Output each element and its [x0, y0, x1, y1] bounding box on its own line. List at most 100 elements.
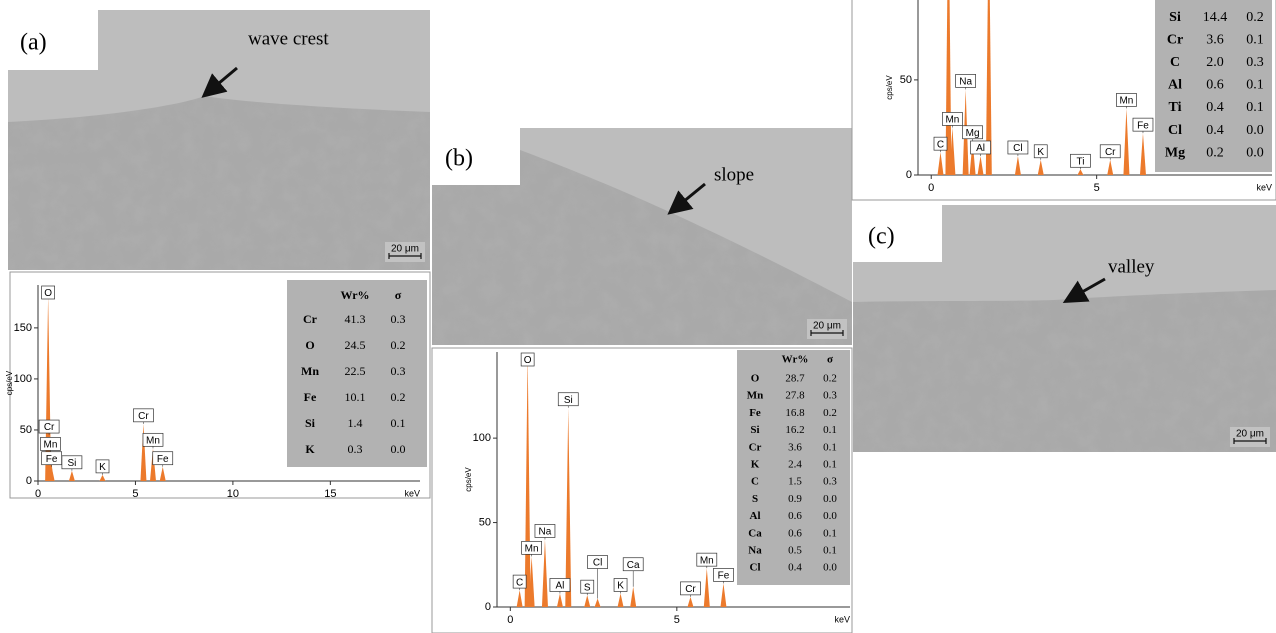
table-cell: Si — [1169, 10, 1181, 25]
table-cell: 0.5 — [788, 545, 802, 557]
table-cell: 0.1 — [391, 416, 406, 430]
table-cell: 0.3 — [823, 390, 837, 402]
table-cell: 0.2 — [1246, 10, 1264, 25]
table-cell: 16.2 — [785, 424, 804, 436]
table-cell: Cr — [303, 312, 318, 326]
table-cell: Al — [1168, 78, 1182, 93]
table-cell: Ca — [748, 527, 762, 539]
peak-label: Fe — [157, 454, 169, 465]
x-axis-label: keV — [1256, 182, 1272, 192]
table-header: Wr% — [340, 288, 369, 302]
peak-label: Fe — [1137, 120, 1149, 131]
table-cell: 41.3 — [345, 312, 366, 326]
panel: (a)wave crest20 μm050100150051015cps/eVk… — [5, 10, 430, 500]
y-tick-label: 50 — [900, 74, 912, 86]
table-cell: 0.4 — [1206, 123, 1224, 138]
table-cell: Al — [750, 510, 761, 522]
table-cell: 0.1 — [1246, 32, 1264, 47]
table-cell: 0.0 — [1246, 123, 1264, 138]
peak-label: Ca — [627, 560, 640, 571]
table-cell: Fe — [1168, 0, 1183, 2]
table-cell: 0.2 — [1206, 145, 1224, 160]
table-cell: O — [305, 338, 314, 352]
y-tick-label: 0 — [906, 169, 912, 181]
table-cell: 0.3 — [391, 364, 406, 378]
peak-label: Al — [555, 581, 564, 592]
peak-label: Fe — [718, 570, 730, 581]
table-cell: 0.0 — [1246, 145, 1264, 160]
table-cell: 0.3 — [348, 442, 363, 456]
table-cell: Cr — [1167, 32, 1183, 47]
label-box — [853, 205, 942, 262]
peak-label: K — [1037, 147, 1044, 158]
x-tick-label: 5 — [674, 614, 680, 626]
y-axis-label: cps/eV — [5, 370, 14, 395]
y-tick-label: 0 — [485, 601, 491, 613]
table-header: Wr% — [782, 354, 809, 366]
table-cell: 0.1 — [823, 441, 837, 453]
table-cell: 27.8 — [785, 390, 805, 402]
table-cell: K — [751, 459, 760, 471]
peak-label: Mg — [966, 128, 980, 139]
scale-bar-label: 20 μm — [391, 244, 419, 255]
table-cell: 2.4 — [788, 459, 802, 471]
x-axis-label: keV — [834, 614, 850, 624]
x-tick-label: 0 — [507, 614, 513, 626]
peak-label: Cl — [593, 558, 602, 569]
panel-label: (a) — [20, 30, 47, 56]
peak-label: Cr — [685, 584, 696, 595]
x-tick-label: 0 — [928, 182, 934, 194]
table-cell: 0.2 — [823, 373, 837, 385]
annotation: valley — [1108, 256, 1155, 277]
peak-label: Al — [976, 143, 985, 154]
panel-label: (b) — [445, 146, 473, 172]
peak-label: Cr — [44, 422, 55, 433]
table-cell: O — [751, 373, 760, 385]
figure: (a)wave crest20 μm050100150051015cps/eVk… — [0, 0, 1276, 633]
table-cell: Cl — [750, 562, 761, 574]
panel-label: (c) — [868, 224, 895, 250]
table-cell: C — [1170, 55, 1180, 70]
x-axis-label: keV — [404, 488, 420, 498]
x-tick-label: 0 — [35, 488, 41, 500]
table-cell: 24.5 — [345, 338, 366, 352]
table-cell: Cr — [749, 441, 762, 453]
table-cell: Ti — [1169, 100, 1182, 115]
table-cell: 0.2 — [391, 338, 406, 352]
table-cell: 1.4 — [348, 416, 363, 430]
table-cell: 15.1 — [1203, 0, 1228, 2]
peak-label: Ti — [1076, 156, 1084, 167]
table-cell: 0.0 — [391, 442, 406, 456]
peak-label: O — [44, 288, 52, 299]
y-tick-label: 100 — [14, 373, 32, 385]
table-cell: 0.4 — [788, 562, 802, 574]
table-cell: 14.4 — [1203, 10, 1228, 25]
table-cell: 16.8 — [785, 407, 805, 419]
table-cell: 0.1 — [823, 545, 837, 557]
peak-label: Na — [959, 77, 972, 88]
peak-label: C — [516, 577, 523, 588]
annotation: wave crest — [248, 28, 329, 49]
x-tick-label: 5 — [1094, 182, 1100, 194]
table-cell: Si — [750, 424, 759, 436]
peak-label: Si — [67, 458, 76, 469]
table-cell: 0.3 — [1246, 0, 1264, 2]
x-tick-label: 15 — [324, 488, 336, 500]
table-cell: 0.4 — [1206, 100, 1224, 115]
table-cell: 0.1 — [823, 459, 837, 471]
table-cell: 2.0 — [1206, 55, 1224, 70]
table-cell: 10.1 — [345, 390, 366, 404]
table-cell: 0.3 — [391, 312, 406, 326]
table-cell: Na — [748, 545, 762, 557]
peak-label: Mn — [945, 115, 959, 126]
peak-label: Cr — [1105, 147, 1116, 158]
table-cell: Mn — [301, 364, 319, 378]
table-cell: S — [752, 493, 758, 505]
peak-label: Cl — [1013, 143, 1022, 154]
peak-label: K — [617, 581, 624, 592]
y-axis-label: cps/eV — [885, 75, 894, 100]
panel: (c)valley20 μm05005cps/eVkeVCMnNaMgAlClK… — [852, 0, 1276, 452]
peak-label: Cr — [138, 411, 149, 422]
table-cell: 0.3 — [823, 476, 837, 488]
y-tick-label: 100 — [473, 432, 491, 444]
